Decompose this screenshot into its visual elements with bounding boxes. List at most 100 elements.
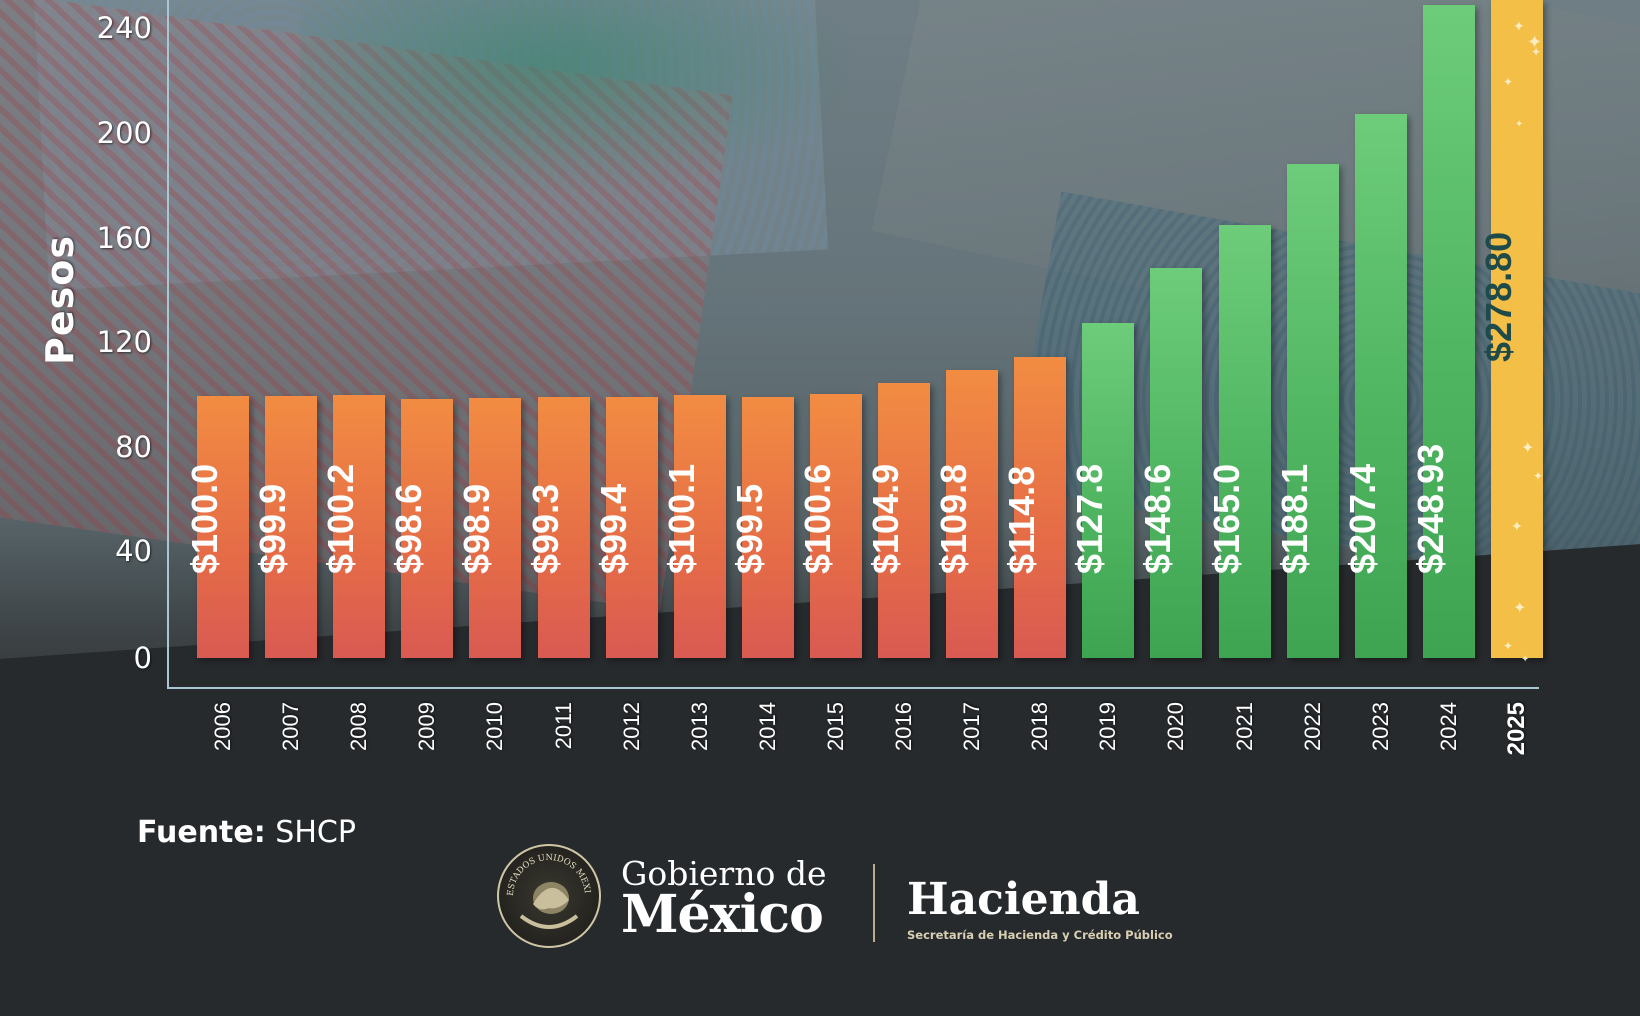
- coat-of-arms-seal-icon: ESTADOS UNIDOS MEXICANOS: [497, 844, 601, 948]
- bar-value-label: $248.93: [1410, 443, 1451, 574]
- bar-value-label: $100.1: [661, 463, 702, 574]
- sparkle-icon: ✦: [1521, 654, 1530, 665]
- x-tick-label: 2006: [210, 702, 235, 751]
- sparkle-icon: ✦: [1521, 438, 1535, 457]
- bar-chart: Pesos 240 200 160 120 80 40 0 $100.0 $99.9 $100.…: [38, 0, 1544, 762]
- sparkle-icon: ✦: [1527, 32, 1543, 53]
- bar-2015: $100.6: [797, 393, 862, 658]
- x-tick-label: 2022: [1300, 702, 1325, 751]
- bar-2016: $104.9: [865, 382, 930, 658]
- x-tick-label: 2025: [1503, 702, 1530, 756]
- bar-2006: $100.0: [184, 395, 249, 658]
- source-note: Fuente: SHCP: [137, 815, 356, 850]
- y-tick-label: 40: [115, 534, 152, 568]
- bar-value-label: $207.4: [1342, 463, 1383, 574]
- x-tick-2023: 2023: [1355, 702, 1407, 762]
- x-tick-2010: 2010: [469, 702, 521, 762]
- sparkle-icon: ✦: [1503, 75, 1514, 89]
- y-tick-label: 240: [96, 11, 152, 45]
- y-tick-label: 80: [115, 430, 152, 464]
- sparkle-icon: ✦: [1503, 639, 1514, 653]
- x-tick-2024: 2024: [1423, 702, 1475, 762]
- sparkle-icon: ✦: [1515, 119, 1524, 130]
- x-tick-label: 2020: [1163, 702, 1188, 751]
- x-tick-2007: 2007: [265, 702, 317, 762]
- x-tick-2012: 2012: [606, 702, 658, 762]
- x-tick-label: 2010: [482, 702, 507, 751]
- bar-value-label: $109.8: [933, 463, 974, 574]
- bar-value-label: $100.2: [320, 463, 361, 574]
- x-tick-2016: 2016: [878, 702, 930, 762]
- hacienda-subtitle: Secretaría de Hacienda y Crédito Público: [907, 928, 1173, 942]
- bar-2024: $248.93: [1410, 4, 1475, 658]
- bar-value-label: $99.9: [252, 483, 293, 574]
- x-tick-2021: 2021: [1219, 702, 1271, 762]
- x-tick-label: 2015: [823, 702, 848, 751]
- x-tick-label: 2013: [687, 702, 712, 751]
- bar-2009: $98.6: [388, 399, 453, 658]
- x-tick-label: 2021: [1232, 702, 1257, 751]
- footer-logos: ESTADOS UNIDOS MEXICANOS Gobierno de Méx…: [497, 840, 1173, 950]
- x-tick-label: 2011: [551, 702, 576, 750]
- x-tick-label: 2012: [619, 702, 644, 751]
- y-tick-label: 200: [96, 116, 152, 150]
- bar-value-label: $104.9: [865, 463, 906, 574]
- bar-2010: $98.9: [456, 398, 521, 658]
- bar-2012: $99.4: [593, 397, 658, 658]
- bar-2008: $100.2: [320, 394, 385, 658]
- bar-value-label: $99.4: [593, 483, 634, 574]
- x-tick-label: 2007: [278, 702, 303, 751]
- sparkle-icon: ✦: [1533, 469, 1544, 483]
- bar-2014: $99.5: [729, 396, 794, 658]
- bar-value-label: $99.5: [729, 483, 770, 574]
- x-tick-2018: 2018: [1014, 702, 1066, 762]
- bar-value-label: $100.6: [797, 463, 838, 574]
- gobierno-logo-line2: México: [621, 884, 824, 945]
- bar-2023: $207.4: [1342, 113, 1407, 658]
- bar-2020: $148.6: [1137, 267, 1202, 658]
- x-tick-label: 2014: [755, 702, 780, 751]
- sparkle-icon: ✦: [1513, 598, 1527, 617]
- bar-value-label: $165.0: [1206, 463, 1247, 574]
- x-axis-line: [167, 687, 1539, 689]
- x-tick-2009: 2009: [401, 702, 453, 762]
- bar-2021: $165.0: [1206, 224, 1271, 658]
- bar-value-label: $98.6: [388, 483, 429, 574]
- x-tick-2015: 2015: [810, 702, 862, 762]
- y-axis-title: Pesos: [38, 235, 82, 365]
- sparkle-icon: ✦: [1511, 519, 1523, 535]
- bar-value-label: $278.80: [1478, 231, 1519, 362]
- gobierno-logo-line1: Gobierno de: [621, 854, 827, 893]
- bar-2013: $100.1: [661, 395, 726, 658]
- x-tick-2020: 2020: [1150, 702, 1202, 762]
- sparkle-icon: ✦: [1531, 45, 1542, 59]
- y-axis-line: [167, 0, 169, 689]
- x-tick-2006: 2006: [197, 702, 249, 762]
- bar-2019: $127.8: [1069, 322, 1134, 658]
- y-tick-label: 160: [96, 221, 152, 255]
- bar-value-label: $127.8: [1069, 463, 1110, 574]
- x-tick-label: 2019: [1095, 702, 1120, 751]
- y-tick-label: 120: [96, 325, 152, 359]
- bar-2017: $109.8: [933, 369, 998, 658]
- x-tick-label: 2008: [346, 702, 371, 751]
- x-tick-label: 2023: [1368, 702, 1393, 751]
- hacienda-logo: Hacienda: [907, 874, 1140, 925]
- bar-value-label: $99.3: [525, 483, 566, 574]
- bar-2018: $114.8: [1001, 356, 1066, 658]
- x-tick-label: 2016: [891, 702, 916, 751]
- bar-value-label: $114.8: [1001, 465, 1042, 574]
- bar-2025: ✦ ✦ ✦ ✦ ✦ ✦ ✦ ✦ ✦ ✦ ✦ $278.80: [1478, 0, 1544, 665]
- bar-value-label: $188.1: [1274, 463, 1315, 574]
- x-tick-label: 2018: [1027, 702, 1052, 751]
- source-label: Fuente:: [137, 815, 266, 850]
- x-tick-2017: 2017: [946, 702, 998, 762]
- x-tick-2014: 2014: [742, 702, 794, 762]
- x-tick-2008: 2008: [333, 702, 385, 762]
- bar-value-label: $98.9: [456, 483, 497, 574]
- source-value: SHCP: [265, 815, 356, 850]
- logo-divider: [873, 864, 875, 942]
- x-tick-label: 2024: [1436, 702, 1461, 751]
- x-tick-2025: 2025: [1491, 702, 1543, 762]
- x-tick-label: 2017: [959, 702, 984, 751]
